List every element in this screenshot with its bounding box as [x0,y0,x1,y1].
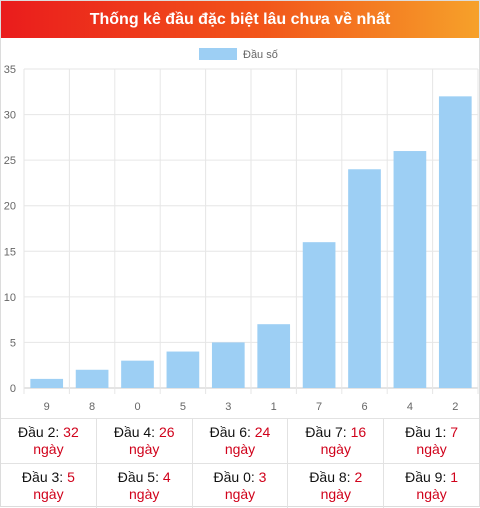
stat-days: 4 [162,469,171,485]
stat-cell: Đầu 9: 1 ngày [384,464,479,508]
stat-unit: ngày [320,486,351,502]
stat-cell: Đầu 3: 5 ngày [1,464,97,508]
legend-swatch [199,48,237,60]
stat-unit: ngày [33,441,64,457]
x-tick-label: 7 [316,401,322,413]
bar [211,342,245,388]
legend-label: Đầu số [243,49,278,61]
stat-unit: ngày [320,441,351,457]
x-tick-label: 1 [271,401,277,413]
stat-days: 2 [354,469,363,485]
stat-label: Đầu 5: [117,469,159,485]
y-tick-label: 25 [4,155,16,167]
bar [438,96,472,388]
stat-unit: ngày [416,441,447,457]
stats-row: Đầu 3: 5 ngày Đầu 5: 4 ngày Đầu 0: 3 ngà… [1,463,479,508]
stat-unit: ngày [129,441,160,457]
stat-unit: ngày [224,441,256,457]
x-tick-label: 8 [89,401,95,413]
stat-unit: ngày [224,486,256,502]
stat-days: 24 [254,424,271,440]
bar [166,351,200,388]
stat-label: Đầu 6: [209,424,251,440]
stat-label: Đầu 7: [305,424,347,440]
bar [257,324,291,388]
stat-unit: ngày [33,486,64,502]
x-tick-label: 4 [407,401,413,413]
stat-cell: Đầu 7: 16 ngày [288,419,385,463]
stat-label: Đầu 8: [309,469,351,485]
panel-title: Thống kê đầu đặc biệt lâu chưa về nhất [1,1,479,38]
y-tick-label: 15 [4,246,16,258]
bar [348,169,381,388]
stat-days: 32 [63,424,79,440]
x-tick-label: 6 [361,401,367,413]
stat-unit: ngày [416,486,447,502]
stat-cell: Đầu 4: 26 ngày [97,419,193,463]
bar [121,360,154,388]
stat-cell: Đầu 6: 24 ngày [193,419,289,463]
stat-days: 16 [350,424,367,440]
stat-cell: Đầu 0: 3 ngày [193,464,289,508]
stat-cell: Đầu 8: 2 ngày [288,464,385,508]
stat-label: Đầu 0: [213,469,255,485]
bar-chart: 0 5 10 15 20 25 30 35 9 8 0 5 3 1 7 6 4 2 Đầu số [4,48,479,413]
x-tick-label: 9 [44,401,50,413]
y-tick-label: 0 [10,383,16,395]
stats-row: Đầu 2: 32 ngày Đầu 4: 26 ngày Đầu 6: 24 … [1,419,479,463]
stat-label: Đầu 2: [18,424,60,440]
bar [393,151,427,388]
stat-cell: Đầu 1: 7 ngày [384,419,479,463]
y-tick-label: 30 [4,110,16,122]
stat-days: 7 [450,424,459,440]
stat-days: 26 [158,424,175,440]
x-tick-label: 2 [452,401,458,413]
stat-label: Đầu 9: [405,469,447,485]
stat-label: Đầu 1: [405,424,447,440]
stat-cell: Đầu 2: 32 ngày [1,419,97,463]
bar [75,369,109,388]
y-tick-label: 20 [4,201,16,213]
x-tick-label: 3 [225,401,231,413]
y-tick-label: 5 [10,337,16,349]
stat-days: 3 [258,469,267,485]
x-tick-label: 5 [180,401,186,413]
stat-label: Đầu 3: [21,469,64,485]
stat-label: Đầu 4: [113,424,156,440]
stat-cell: Đầu 5: 4 ngày [97,464,193,508]
stat-unit: ngày [129,486,160,502]
stat-days: 5 [67,469,75,485]
stat-days: 1 [450,469,459,485]
y-tick-label: 10 [4,292,16,304]
stats-table: Đầu 2: 32 ngày Đầu 4: 26 ngày Đầu 6: 24 … [1,418,479,508]
bar [302,242,336,388]
y-tick-label: 35 [4,64,16,76]
x-tick-label: 0 [134,401,140,413]
bar [30,378,64,388]
